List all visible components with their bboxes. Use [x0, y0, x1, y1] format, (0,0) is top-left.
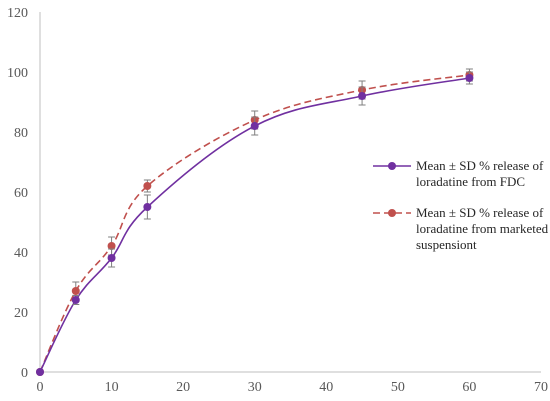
- data-point-1: [71, 287, 80, 295]
- legend-label-line: suspensiont: [416, 237, 477, 252]
- x-tick-label: 0: [37, 380, 44, 395]
- x-tick-label: 30: [248, 380, 262, 395]
- data-point-0: [143, 203, 152, 211]
- legend-label-0: Mean ± SD % release of loradatine from FD…: [416, 158, 544, 189]
- axes: [39, 12, 541, 373]
- data-point-0: [250, 122, 259, 130]
- x-tick-label: 40: [319, 380, 333, 395]
- legend-label-line: loradatine from FDC: [416, 174, 525, 189]
- y-tick-label: 40: [14, 246, 28, 261]
- legend-marker-0: [388, 162, 396, 170]
- data-point-0: [465, 74, 474, 82]
- legend-label-line: loradatine from marketed: [416, 221, 549, 236]
- plot-area: [36, 68, 474, 376]
- data-point-1: [107, 242, 116, 250]
- legend-marker-1: [388, 209, 396, 217]
- data-point-1: [143, 182, 152, 190]
- legend-label-line: Mean ± SD % release of: [416, 158, 544, 173]
- y-tick-label: 120: [7, 6, 28, 21]
- tick-labels: 0 10 20 30 40 50 60 70 0 20 40 60 80 100 120: [7, 6, 548, 395]
- x-tick-label: 70: [534, 380, 548, 395]
- legend: Mean ± SD % release of loradatine from FD…: [373, 158, 549, 252]
- x-tick-label: 20: [176, 380, 190, 395]
- x-tick-label: 50: [391, 380, 405, 395]
- y-tick-label: 20: [14, 306, 28, 321]
- y-tick-label: 0: [21, 366, 28, 381]
- y-tick-label: 100: [7, 66, 28, 81]
- legend-label-line: Mean ± SD % release of: [416, 205, 544, 220]
- y-tick-label: 80: [14, 126, 28, 141]
- x-tick-label: 10: [105, 380, 119, 395]
- data-point-0: [71, 296, 80, 304]
- data-point-0: [358, 92, 367, 100]
- x-tick-label: 60: [462, 380, 476, 395]
- data-point-0: [36, 368, 44, 376]
- legend-label-1: Mean ± SD % release of loradatine from ma…: [416, 205, 549, 252]
- data-point-0: [107, 254, 116, 262]
- y-tick-label: 60: [14, 186, 28, 201]
